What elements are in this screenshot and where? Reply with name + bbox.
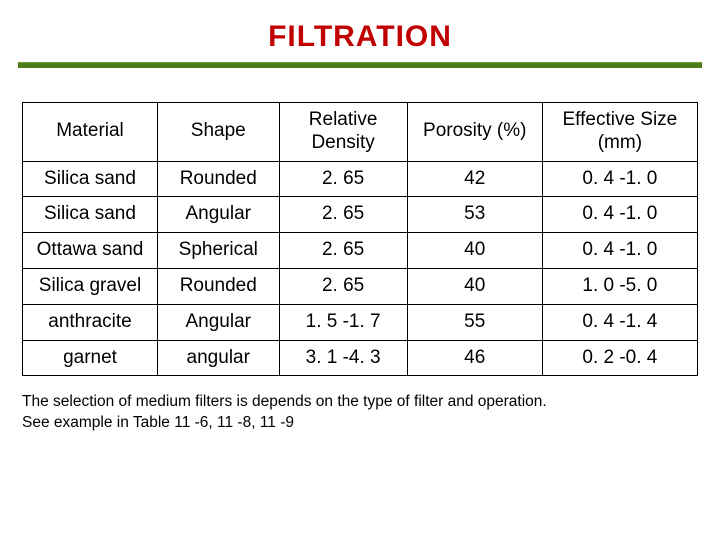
col-header-size: Effective Size (mm) [542, 103, 697, 162]
cell-density: 2. 65 [279, 197, 407, 233]
table-header-row: Material Shape Relative Density Porosity… [23, 103, 698, 162]
table-row: Ottawa sand Spherical 2. 65 40 0. 4 -1. … [23, 233, 698, 269]
cell-density: 2. 65 [279, 268, 407, 304]
cell-shape: Angular [158, 197, 280, 233]
cell-density: 2. 65 [279, 233, 407, 269]
cell-size: 1. 0 -5. 0 [542, 268, 697, 304]
cell-material: Silica sand [23, 197, 158, 233]
cell-size: 0. 4 -1. 0 [542, 197, 697, 233]
slide: FILTRATION Material Shape Relative Densi… [0, 0, 720, 540]
table-row: Silica gravel Rounded 2. 65 40 1. 0 -5. … [23, 268, 698, 304]
cell-porosity: 53 [407, 197, 542, 233]
cell-density: 2. 65 [279, 161, 407, 197]
caption-line-1: The selection of medium filters is depen… [22, 392, 698, 413]
cell-shape: Spherical [158, 233, 280, 269]
cell-porosity: 40 [407, 268, 542, 304]
col-header-density: Relative Density [279, 103, 407, 162]
caption-block: The selection of medium filters is depen… [0, 376, 720, 434]
cell-material: Silica sand [23, 161, 158, 197]
col-header-shape: Shape [158, 103, 280, 162]
filtration-table: Material Shape Relative Density Porosity… [22, 102, 698, 376]
title-block: FILTRATION [0, 0, 720, 68]
cell-porosity: 55 [407, 304, 542, 340]
table-row: garnet angular 3. 1 -4. 3 46 0. 2 -0. 4 [23, 340, 698, 376]
cell-material: anthracite [23, 304, 158, 340]
caption-line-2: See example in Table 11 -6, 11 -8, 11 -9 [22, 413, 698, 434]
cell-shape: Rounded [158, 161, 280, 197]
page-title: FILTRATION [0, 20, 720, 54]
cell-size: 0. 4 -1. 4 [542, 304, 697, 340]
cell-size: 0. 4 -1. 0 [542, 233, 697, 269]
cell-porosity: 40 [407, 233, 542, 269]
cell-material: garnet [23, 340, 158, 376]
cell-material: Silica gravel [23, 268, 158, 304]
cell-shape: angular [158, 340, 280, 376]
table-row: Silica sand Angular 2. 65 53 0. 4 -1. 0 [23, 197, 698, 233]
table-row: Silica sand Rounded 2. 65 42 0. 4 -1. 0 [23, 161, 698, 197]
cell-density: 3. 1 -4. 3 [279, 340, 407, 376]
cell-porosity: 42 [407, 161, 542, 197]
cell-shape: Rounded [158, 268, 280, 304]
cell-size: 0. 4 -1. 0 [542, 161, 697, 197]
cell-shape: Angular [158, 304, 280, 340]
cell-material: Ottawa sand [23, 233, 158, 269]
table-container: Material Shape Relative Density Porosity… [0, 68, 720, 376]
cell-size: 0. 2 -0. 4 [542, 340, 697, 376]
table-row: anthracite Angular 1. 5 -1. 7 55 0. 4 -1… [23, 304, 698, 340]
col-header-material: Material [23, 103, 158, 162]
cell-density: 1. 5 -1. 7 [279, 304, 407, 340]
cell-porosity: 46 [407, 340, 542, 376]
col-header-porosity: Porosity (%) [407, 103, 542, 162]
